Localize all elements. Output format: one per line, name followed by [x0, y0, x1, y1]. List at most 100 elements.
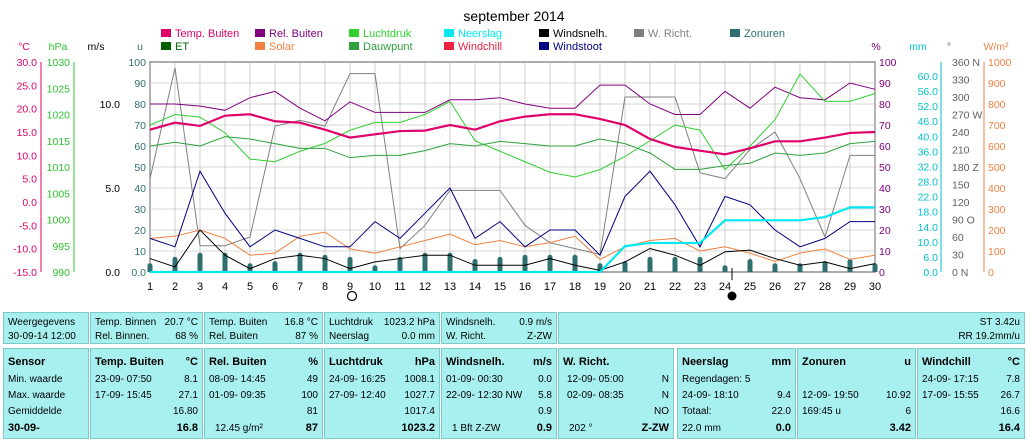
x-tick-label: 22 — [669, 281, 681, 293]
richt-min-date: 12-09- 05:00 — [567, 374, 624, 385]
mm-axis-tick: 18.0 — [918, 207, 939, 219]
box-st-rr: ST 3.42u RR 19.2mm/u — [558, 312, 1025, 344]
legend-swatch — [161, 42, 171, 50]
hpa-axis-tick: 1020 — [47, 110, 71, 122]
temp-cur: 16.8 — [176, 422, 198, 434]
tbinnen-label: Temp. Binnen — [95, 317, 157, 328]
zonuren-cap — [772, 263, 778, 269]
series-dauwpunt — [149, 136, 876, 170]
x-tick-label: 27 — [794, 281, 806, 293]
temp-axis-tick: 30.0 — [17, 57, 38, 69]
legend-label: W. Richt. — [648, 28, 692, 40]
wm2-axis-tick: 400 — [988, 183, 1006, 195]
x-tick-label: 18 — [569, 281, 581, 293]
u-axis-tick: 60 — [134, 141, 146, 153]
hpa-axis-tick: 995 — [52, 241, 70, 253]
neer-max-val: 9.4 — [777, 390, 791, 401]
zonuren-bar — [422, 255, 428, 272]
pct-axis-tick: 100 — [879, 57, 897, 69]
legend-label: Luchtdruk — [363, 28, 412, 40]
pct-axis-tick: 50 — [879, 162, 891, 174]
x-tick-label: 21 — [644, 281, 656, 293]
temp-axis-tick: 15.0 — [17, 127, 38, 139]
druk-max-date: 27-09- 12:40 — [329, 390, 386, 401]
wm2-axis-tick: 100 — [988, 246, 1006, 258]
chill-min-date: 24-09- 17:15 — [922, 374, 979, 385]
x-tick-label: 16 — [519, 281, 531, 293]
pct-axis-tick: 30 — [879, 204, 891, 216]
zonuren-cap — [847, 259, 853, 264]
dir-axis-tick: 210 — [952, 145, 970, 157]
mm-axis-tick: 32.0 — [918, 161, 939, 173]
mm-axis-unit: mm — [909, 41, 927, 53]
legend-swatch — [349, 29, 359, 37]
richt-avg: NO — [654, 406, 669, 417]
dir-axis-tick: 0 N — [952, 267, 968, 279]
wrichting-label: W. Richt. — [446, 331, 487, 342]
u-axis-tick: 80 — [134, 99, 146, 111]
neer-line1: Regendagen: 5 — [682, 374, 751, 385]
pct-axis-tick: 20 — [879, 225, 891, 237]
temp-max-val: 27.1 — [178, 390, 198, 401]
hpa-axis-tick: 1000 — [47, 215, 71, 227]
u-axis-tick: 0.0 — [131, 267, 146, 279]
axes: 1 2 3 4 5 6 7 8 9 10 11 12 13 14 15 16 17 18 19 20 21 22 23 24 2… — [13, 41, 1011, 293]
mm-axis-tick: 6.0 — [923, 252, 938, 264]
mm-axis-tick: 56.0 — [918, 86, 939, 98]
temp-avg: 16.80 — [172, 406, 198, 417]
zonuren-bar — [647, 259, 653, 272]
legend-label: Windchill — [458, 41, 502, 53]
rr-value: RR 19.2mm/u — [958, 331, 1020, 342]
wind-min-date: 01-09- 00:30 — [446, 374, 503, 385]
x-tick-label: 23 — [694, 281, 706, 293]
stats-temp: Temp. Buiten °C 23-09- 07:50 8.1 17-09- 15… — [90, 348, 203, 439]
temp-axis-tick: -10.0 — [13, 244, 37, 256]
druk-min-date: 24-09- 16:25 — [329, 374, 386, 385]
luchtdruk-value: 1023.2 hPa — [383, 317, 435, 328]
chill-unit: °C — [1007, 356, 1020, 368]
druk-title: Luchtdruk — [329, 356, 383, 368]
temp-min-val: 8.1 — [184, 374, 198, 385]
weergegevens-label: Weergegevens — [8, 317, 76, 328]
legend-label: Temp. Buiten — [175, 28, 239, 40]
full-moon-icon — [727, 291, 737, 301]
richt-cur: Z-ZW — [641, 422, 669, 434]
tbuiten-label: Temp. Buiten — [209, 317, 268, 328]
chill-title: Windchill — [922, 356, 971, 368]
relbuiten-label: Rel. Buiten — [209, 331, 258, 342]
temp-axis-unit: °C — [18, 41, 30, 53]
druk-cur: 1023.2 — [401, 422, 435, 434]
zonuren-cap — [397, 256, 403, 262]
richt-min-val: N — [661, 374, 669, 385]
zonuren-bar — [522, 257, 528, 272]
zon-tot-label: 169:45 u — [802, 406, 841, 417]
wind-avg: 0.9 — [538, 406, 552, 417]
ms-axis-tick: 0.0 — [105, 267, 120, 279]
legend-label: Windstoot — [553, 41, 602, 53]
dir-axis-tick: 330 — [952, 75, 970, 87]
zonuren-cap — [147, 263, 153, 269]
relbinnen-label: Rel. Binnen. — [95, 331, 150, 342]
neerslag-label: Neerslag — [329, 331, 370, 342]
mm-axis-tick: 0.0 — [923, 267, 938, 279]
temp-axis-tick: -5.0 — [19, 220, 37, 232]
mm-axis-tick: 36.0 — [918, 146, 939, 158]
wind-max-val: 5.8 — [538, 390, 552, 401]
x-tick-label: 26 — [769, 281, 781, 293]
zon-title: Zonuren — [802, 356, 846, 368]
zonuren-cap — [697, 256, 703, 262]
zonuren-cap — [747, 259, 753, 264]
ms-axis-tick: 10.0 — [100, 99, 121, 111]
zonuren-bar — [397, 259, 403, 272]
hpa-axis-tick: 1015 — [47, 136, 71, 148]
x-tick-label: 28 — [819, 281, 831, 293]
x-tick-label: 15 — [494, 281, 506, 293]
pct-axis-tick: 10 — [879, 246, 891, 258]
pct-axis-tick: 70 — [879, 120, 891, 132]
temp-axis-tick: -15.0 — [13, 267, 37, 279]
zonuren-cap — [172, 256, 178, 262]
rel-title: Rel. Buiten — [209, 356, 267, 368]
zonuren-bar — [797, 265, 803, 272]
series-windstoot — [149, 170, 875, 257]
x-tick-label: 1 — [147, 281, 153, 293]
